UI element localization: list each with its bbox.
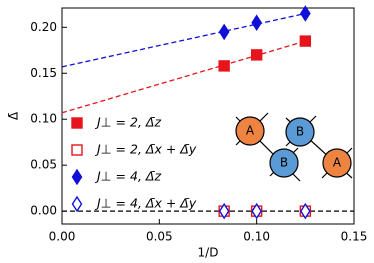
legend-marker (71, 195, 83, 213)
legend-label: J⊥ = 4, Δ̄z (94, 169, 161, 184)
inset-label: B (296, 125, 304, 139)
fit-line (61, 12, 306, 68)
legend-marker (71, 117, 83, 129)
inset-label: B (280, 156, 288, 170)
marker (251, 202, 262, 220)
y-tick-label: 0.20 (30, 20, 57, 34)
plot-frame (61, 7, 355, 225)
x-tick-label: 0.00 (49, 230, 76, 244)
legend-label: J⊥ = 2, Δ̄x + Δ̄y (94, 142, 197, 157)
inset-label: A (246, 124, 255, 138)
x-tick-label: 0.10 (243, 230, 270, 244)
marker (251, 14, 262, 32)
plot-layer: 0.00 0.05 0.10 0.15 0.00 0.05 0.10 0.15 0.20 (30, 7, 368, 244)
x-tick-label: 0.05 (146, 230, 173, 244)
x-tick-label: 0.15 (341, 230, 368, 244)
inset-diagram (235, 112, 353, 182)
legend-marker (71, 168, 83, 186)
marker (299, 35, 312, 47)
marker (300, 5, 311, 22)
y-axis-label: Δ̄ (7, 111, 21, 120)
x-axis-label: 1/D (198, 246, 219, 260)
inset-site (235, 116, 265, 146)
inset-label: A (333, 156, 342, 170)
y-tick-label: 0.00 (30, 204, 57, 218)
y-tick-label: 0.10 (30, 112, 57, 126)
inset-site (322, 148, 352, 178)
legend-label: J⊥ = 4, Δ̄x + Δ̄y (94, 196, 197, 211)
legend-marker (71, 144, 83, 156)
marker (250, 49, 263, 61)
marker (218, 60, 230, 72)
marker (300, 202, 311, 220)
marker (218, 202, 230, 220)
legend-label: J⊥ = 2, Δ̄z (94, 115, 161, 130)
fit-line (61, 40, 306, 114)
y-tick-label: 0.05 (30, 158, 57, 172)
inset-site (285, 117, 315, 147)
y-tick-label: 0.15 (30, 66, 57, 80)
inset-site (269, 148, 299, 178)
marker (218, 23, 230, 41)
